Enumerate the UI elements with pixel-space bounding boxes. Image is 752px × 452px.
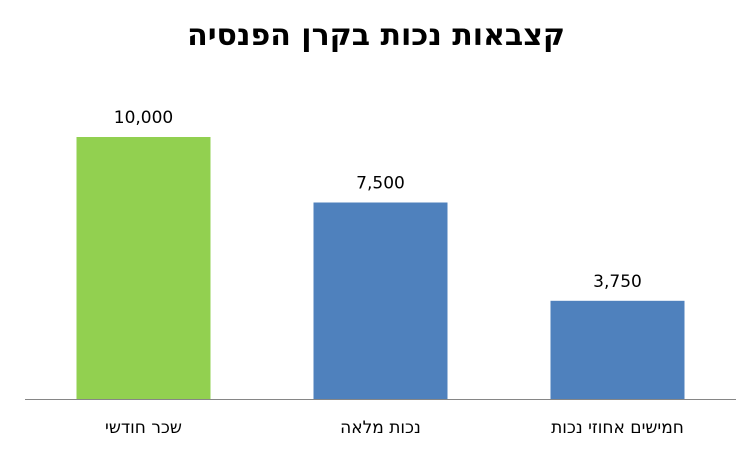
value-labels-group: 10,000 7,500 3,750 [114, 108, 642, 292]
value-label-1: 10,000 [114, 108, 173, 128]
chart-title: קצבאות נכות בקרן הפנסיה [187, 18, 565, 53]
category-label-1: שכר חודשי [105, 418, 182, 438]
bar-3 [550, 300, 685, 400]
bar-2 [313, 202, 448, 399]
category-labels-group: שכר חודשי נכות מלאה חמישים אחוזי נכות [105, 418, 684, 438]
bars-group [76, 137, 685, 400]
value-label-2: 7,500 [356, 174, 405, 194]
bar-1 [76, 137, 211, 399]
category-label-2: נכות מלאה [340, 418, 421, 438]
value-label-3: 3,750 [593, 272, 642, 292]
category-label-3: חמישים אחוזי נכות [551, 418, 684, 438]
